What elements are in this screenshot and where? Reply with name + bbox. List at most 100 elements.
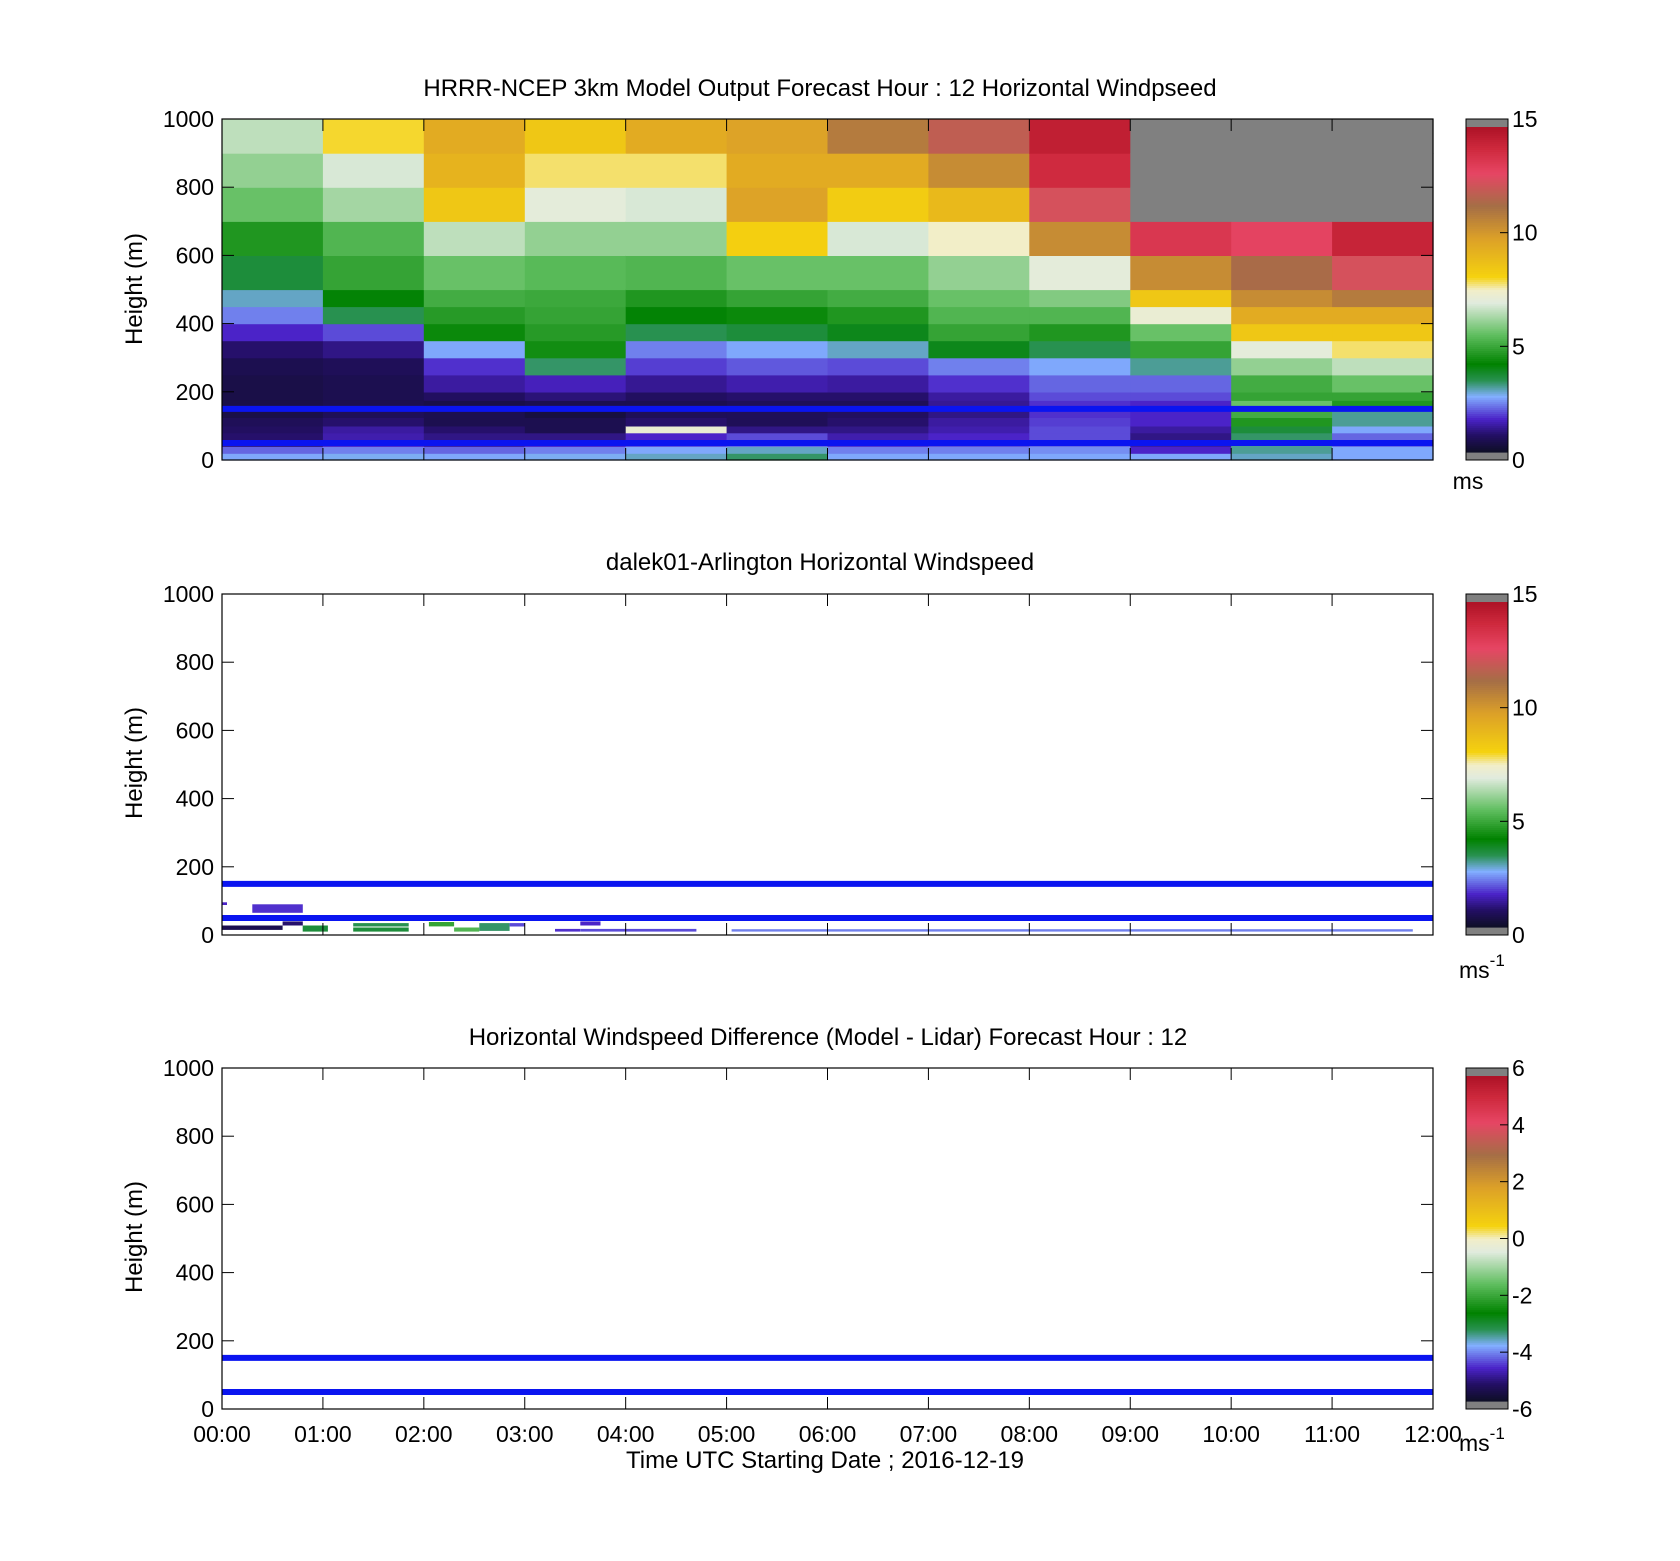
heatmap-cell [222,417,324,427]
colorbar-swatch [1466,888,1508,892]
colorbar-swatch [1466,187,1508,191]
colorbar-swatch [1466,319,1508,323]
colorbar-swatch [1466,1321,1508,1325]
colorbar-swatch [1466,851,1508,855]
colorbar-swatch [1466,1214,1508,1217]
colorbar-swatch [1466,1179,1508,1183]
heatmap-cell [625,306,728,325]
heatmap-cell [928,255,1030,291]
colorbar-tick-label: 6 [1512,1055,1525,1081]
colorbar-swatch [1466,910,1508,914]
heatmap-cell [928,432,1030,441]
heatmap-cell [1029,306,1131,325]
colorbar-swatch [1466,662,1508,666]
colorbar-swatch [1466,1271,1508,1274]
colorbar-tick-label: -4 [1512,1339,1533,1365]
colorbar-swatch [1466,713,1508,717]
colorbar-swatch [1466,1268,1508,1272]
heatmap-cell [322,289,425,308]
data-segment [428,922,455,927]
colorbar-swatch [1466,756,1508,760]
colorbar-swatch [1466,1173,1508,1177]
panel-model: HRRR-NCEP 3km Model Output Forecast Hour… [121,75,1538,494]
heatmap-cell [726,153,829,188]
colorbar-swatch [1466,1299,1508,1303]
colorbar-swatch [1466,1384,1508,1388]
colorbar-swatch [1466,1287,1508,1290]
y-axis-label: Height (m) [121,707,148,819]
colorbar-swatch [1466,238,1508,242]
heatmap-cell [322,425,425,434]
heatmap-cell [1029,425,1131,434]
colorbar-swatch [1466,847,1508,851]
colorbar-swatch [1466,189,1508,193]
heatmap-cell [625,391,728,401]
heatmap-cell [625,323,728,342]
colorbar-swatch [1466,137,1508,140]
colorbar-swatch [1466,916,1508,920]
heatmap-cell [1332,425,1434,434]
colorbar-swatch [1466,1388,1508,1392]
colorbar-swatch [1466,717,1508,721]
colorbar: 0 5 10 15 [1465,581,1538,948]
colorbar-swatch [1466,1130,1508,1134]
colorbar-swatch [1466,837,1508,841]
heatmap-cell [524,374,627,393]
colorbar-swatch [1466,1319,1508,1323]
heatmap-cell [928,425,1030,434]
colorbar-swatch [1466,413,1508,417]
heatmap-cell [423,432,526,441]
y-tick-label: 200 [176,854,214,880]
colorbar-swatch [1466,1327,1508,1331]
y-tick-label: 0 [201,922,214,948]
colorbar-swatch [1466,218,1508,222]
heatmap-cell [1332,119,1434,154]
colorbar-swatch [1466,289,1508,293]
data-segment [479,923,510,931]
heatmap-cell [1130,187,1232,222]
colorbar-swatch [1466,301,1508,305]
heatmap-cell [1130,391,1232,401]
heatmap-cell [222,408,324,418]
colorbar-swatch [1466,163,1508,167]
heatmap-cell [524,306,627,325]
heatmap-cell [726,432,829,441]
colorbar-swatch [1466,133,1508,136]
colorbar-swatch [1466,904,1508,908]
colorbar-swatch [1466,1161,1508,1164]
colorbar-swatch [1466,1329,1508,1333]
heatmap-cell [1130,119,1232,154]
colorbar-swatch [1466,423,1508,427]
colorbar-swatch [1466,667,1508,670]
x-tick-label: 05:00 [698,1421,756,1447]
colorbar-swatch [1466,273,1508,276]
colorbar-swatch [1466,330,1508,333]
colorbar-swatch [1466,908,1508,912]
heatmap-cell [1029,289,1131,308]
colorbar-swatch [1466,697,1508,701]
colorbar-swatch [1466,1313,1508,1317]
heatmap-cell [1231,153,1333,188]
colorbar-swatch [1466,1132,1508,1136]
colorbar-swatch [1466,1390,1508,1394]
heatmap-cell [1029,255,1131,291]
colorbar-swatch [1466,608,1508,611]
heatmap-cell [322,391,425,401]
colorbar-swatch [1466,862,1508,865]
data-segment [580,928,697,932]
colorbar-swatch [1466,305,1508,309]
colorbar-swatch [1466,1378,1508,1382]
heatmap-cell [222,391,324,401]
heatmap-cell [222,357,324,376]
heatmap-cell [222,340,324,359]
colorbar-swatch [1466,648,1508,652]
colorbar-swatch [1466,1165,1508,1169]
data-segment [252,904,303,913]
colorbar-swatch [1466,127,1508,130]
colorbar-swatch [1466,1338,1508,1341]
colorbar-swatch [1466,1157,1508,1160]
heatmap-cell [322,400,425,410]
colorbar-swatch [1466,833,1508,837]
colorbar-swatch [1466,1352,1508,1355]
heatmap-cell [1332,432,1434,441]
